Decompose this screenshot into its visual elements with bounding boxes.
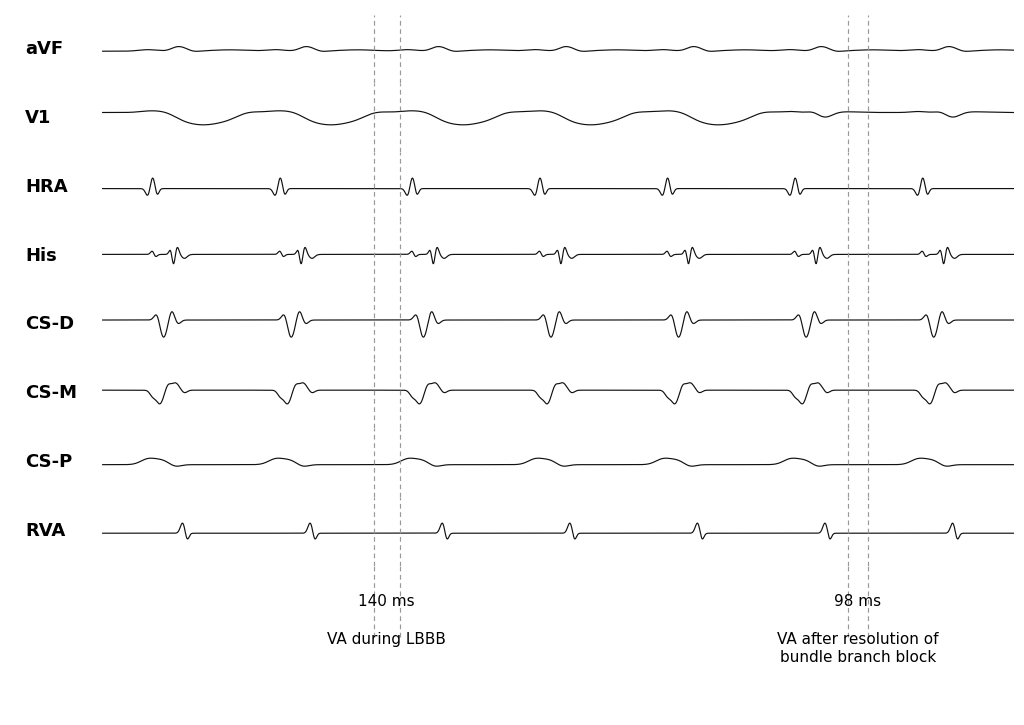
- Text: aVF: aVF: [25, 40, 63, 58]
- Text: CS-D: CS-D: [25, 315, 74, 334]
- Text: RVA: RVA: [25, 522, 66, 540]
- Text: His: His: [25, 247, 56, 265]
- Text: CS-P: CS-P: [25, 453, 72, 471]
- Text: VA during LBBB: VA during LBBB: [328, 632, 446, 647]
- Text: V1: V1: [25, 109, 51, 127]
- Text: CS-M: CS-M: [25, 384, 77, 402]
- Text: 98 ms: 98 ms: [835, 594, 882, 609]
- Text: HRA: HRA: [25, 178, 68, 196]
- Text: 140 ms: 140 ms: [358, 594, 415, 609]
- Text: VA after resolution of
bundle branch block: VA after resolution of bundle branch blo…: [777, 632, 939, 665]
